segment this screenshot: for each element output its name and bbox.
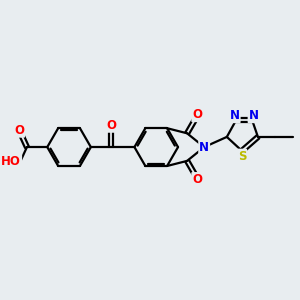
Text: O: O	[14, 124, 24, 137]
Text: N: N	[230, 109, 240, 122]
Text: O: O	[192, 108, 202, 121]
Text: N: N	[199, 141, 209, 154]
Text: HO: HO	[1, 154, 21, 167]
Text: N: N	[249, 109, 259, 122]
Text: S: S	[238, 150, 246, 163]
Text: O: O	[192, 173, 202, 186]
Text: O: O	[106, 119, 116, 132]
